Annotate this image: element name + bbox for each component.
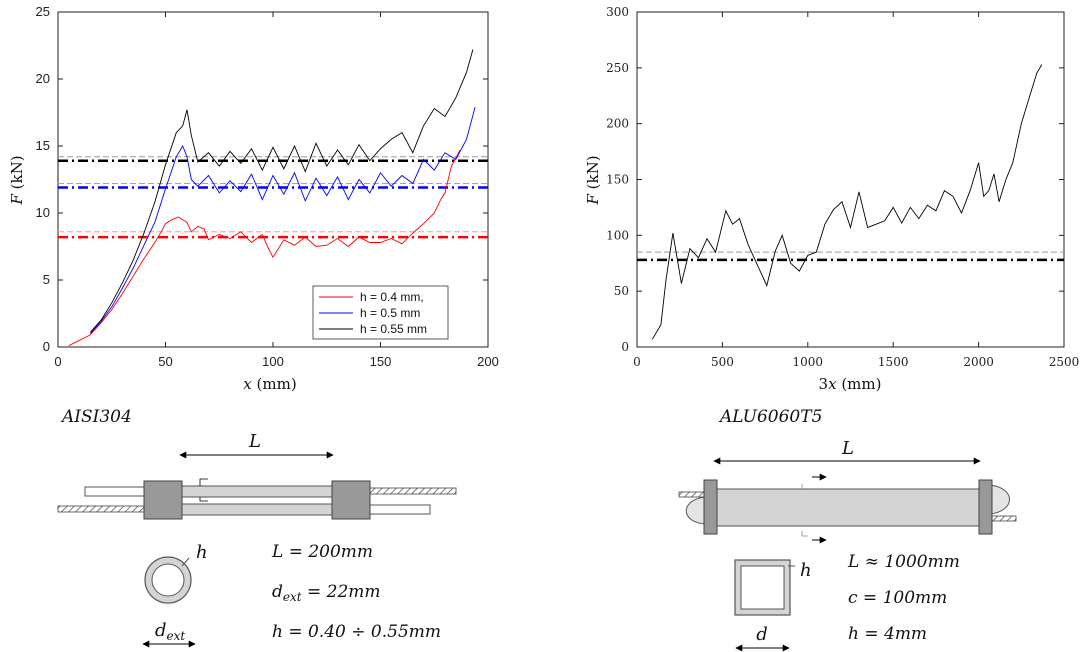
tube-lower [369,504,431,515]
y-tick-label: 100 [606,228,629,242]
legend-label-series-2: h = 0.5 mm [360,306,420,320]
thickness-symbol-left: h [196,542,208,563]
end-cap-left [685,496,706,525]
thickness-pointer-left [181,557,190,567]
x-tick-label: 50 [158,354,172,369]
x-tick-label: 2000 [963,355,994,369]
hatched-strip-right [369,487,457,495]
width-symbol: d [756,624,768,645]
chart-right: 0 500 1000 1500 2000 2500 0 50 100 150 200 250 300 3… [584,5,1079,393]
series-line-3 [89,49,474,333]
tube-lower-body [179,503,336,516]
hatched-strip-left [57,505,147,513]
y-tick-label: 0 [43,339,50,354]
clamp-left-right [703,479,718,535]
section-marker-right [801,484,808,537]
end-cap-right [989,484,1010,515]
x-tick-label: 500 [711,355,734,369]
y-tick-label: 15 [36,138,50,153]
x-tick-label: 1500 [878,355,909,369]
clamp-right-right [978,479,993,535]
x-tick-label: 1000 [793,355,824,369]
axis-ticks-left: 0 50 100 150 200 0 5 10 15 20 25 [36,4,499,369]
legend-label-series-3: h = 0.55 mm [360,322,427,336]
y-axis-label-right: F (kN) [584,155,602,205]
y-tick-label: 5 [43,272,50,287]
y-tick-label: 150 [606,173,629,187]
plot-area-right [636,11,1065,348]
y-tick-label: 250 [606,61,629,75]
legend-left: h = 0.4 mm, h = 0.5 mm h = 0.55 mm [312,285,449,340]
equation-thickness-left: h = 0.40 ÷ 0.55mm [272,622,441,642]
tube-cross-section-inner [151,563,185,597]
y-tick-label: 20 [36,71,50,86]
equation-thickness-right: h = 4mm [848,624,927,644]
reference-lines-left [58,156,488,239]
clamp-left [143,480,183,520]
material-label-left: AISI304 [60,407,132,427]
section-marker-left [199,478,208,502]
x-tick-label: 0 [633,355,641,369]
equation-length-right: L ≈ 1000mm [847,552,960,572]
series-line-1 [652,64,1043,340]
x-tick-label: 100 [262,354,284,369]
series-line-1 [68,149,461,347]
tube-upper-body [179,485,336,498]
hatched-strip-right-right [989,515,1017,522]
y-axis-label-left: F (kN) [8,155,26,205]
chart-left: 0 50 100 150 200 0 5 10 15 20 25 h = 0.4 mm, h = 0… [8,4,499,393]
length-symbol-right: L [841,438,854,459]
y-tick-label: 50 [614,284,629,298]
equation-side: c = 100mm [848,588,947,608]
material-label-right: ALU6060T5 [718,407,822,427]
equation-length-left: L = 200mm [271,542,373,562]
y-tick-label: 25 [36,4,50,19]
thickness-symbol-right: h [800,560,812,581]
diagram-left: AISI304 L h dext L = 200mm dext = 22mm h… [57,407,457,648]
series-left [68,49,476,347]
series-right [652,64,1043,340]
x-axis-label-left: x (mm) [243,375,296,393]
y-tick-label: 300 [606,5,629,19]
legend-label-series-1: h = 0.4 mm, [360,290,424,304]
clamp-right [331,480,371,520]
diagram-right: ALU6060T5 L h d L ≈ 1000mm c = 100mm h =… [678,407,1017,652]
series-line-2 [89,106,476,334]
x-axis-label-right: 3x (mm) [819,375,882,393]
x-tick-label: 150 [370,354,392,369]
y-tick-label: 10 [36,205,50,220]
square-cross-section-inner [740,565,785,610]
reference-lines-right [637,251,1064,262]
square-tube-body [714,488,981,527]
tube-upper [84,486,146,497]
y-tick-label: 0 [621,340,629,354]
equation-diameter: dext = 22mm [272,582,381,604]
diameter-symbol: dext [155,620,185,643]
x-tick-label: 0 [54,354,61,369]
y-tick-label: 200 [606,117,629,131]
axis-ticks-right: 0 500 1000 1500 2000 2500 0 50 100 150 200 250 300 [606,5,1079,369]
hatched-strip-left-right [678,491,706,498]
x-tick-label: 200 [477,354,499,369]
x-tick-label: 2500 [1049,355,1080,369]
length-symbol-left: L [248,431,261,452]
